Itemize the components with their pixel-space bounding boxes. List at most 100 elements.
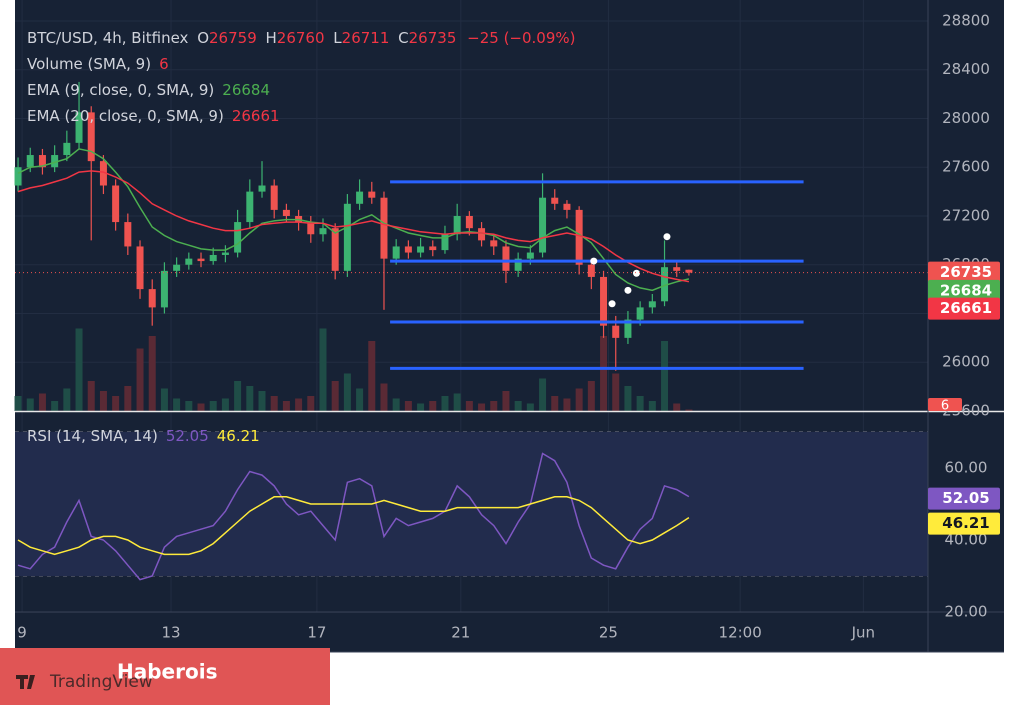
candle-body <box>465 215 473 229</box>
candle-body <box>502 246 510 271</box>
candle-body <box>624 319 632 338</box>
close-label: C <box>398 29 408 47</box>
ema9-label: EMA (9, close, 0, SMA, 9) <box>27 81 214 99</box>
ema20-label: EMA (20, close, 0, SMA, 9) <box>27 107 224 125</box>
high-label: H <box>266 29 277 47</box>
candle-body <box>636 307 644 320</box>
x-tick-label: 13 <box>161 624 180 642</box>
candle-body <box>526 252 534 259</box>
volume-bar <box>51 401 59 411</box>
close: 26735 <box>409 29 457 47</box>
volume-bar <box>587 381 595 411</box>
ema9-value: 26684 <box>222 81 270 99</box>
axis-value-label: 52.05 <box>942 489 989 507</box>
volume-bar <box>343 373 351 411</box>
volume-bar <box>258 391 266 411</box>
candle-body <box>368 191 376 198</box>
candle-body <box>587 264 595 277</box>
axis-value-box <box>928 279 1000 302</box>
banner: TradingView Haberois <box>0 648 330 705</box>
candle-body <box>563 203 571 210</box>
y-tick-label: 28800 <box>942 11 990 29</box>
volume-bar <box>648 401 656 411</box>
candle-body <box>307 222 315 235</box>
candle-body <box>575 209 583 265</box>
legend-main: BTC/USD, 4h, Bitfinex O26759 H26760 L267… <box>27 29 576 47</box>
y-tick-label: 28400 <box>942 60 990 78</box>
candle-body <box>112 185 120 223</box>
axis-value-label: 26684 <box>940 281 992 299</box>
volume-bar <box>246 386 254 411</box>
volume-bar <box>539 378 547 411</box>
volume-bar <box>612 373 620 411</box>
legend-rsi: RSI (14, SMA, 14) 52.05 46.21 <box>27 427 260 445</box>
rsi-line <box>17 496 690 556</box>
volume-bar <box>356 388 364 411</box>
candle-body <box>63 142 71 156</box>
x-tick-label: 17 <box>307 624 326 642</box>
open: 26759 <box>209 29 257 47</box>
marker <box>632 269 640 277</box>
volume-bar <box>185 401 193 411</box>
volume-bar <box>575 388 583 411</box>
candle-body <box>148 289 156 308</box>
volume-bar <box>124 386 132 411</box>
x-tick-label: Jun <box>851 624 875 642</box>
candle-body <box>417 246 425 253</box>
rsi-tick-label: 40.00 <box>945 531 988 549</box>
volume-bar <box>453 393 461 411</box>
volume-bar <box>465 401 473 411</box>
candle-body <box>441 234 449 251</box>
candle-body <box>343 203 351 271</box>
volume-bar <box>661 341 669 411</box>
axis-value-label: 6 <box>941 399 949 414</box>
x-tick-label: 12:00 <box>719 624 762 642</box>
volume-bar <box>600 336 608 411</box>
y-tick-label: 26000 <box>942 353 990 371</box>
axis-value-box <box>928 487 1000 510</box>
volume-bar <box>685 409 693 411</box>
marker <box>663 233 671 241</box>
candle-body <box>173 264 181 271</box>
y-tick-label: 27600 <box>942 158 990 176</box>
candle-body <box>160 270 168 308</box>
axes: 91317212512:00Jun25600260002640026800272… <box>17 11 1000 642</box>
volume-bar <box>112 396 120 411</box>
axis-value-box <box>928 398 962 411</box>
low: 26711 <box>342 29 390 47</box>
candle-body <box>270 185 278 210</box>
volume-bar <box>319 328 327 411</box>
candle-body <box>258 185 266 192</box>
candle-body <box>612 325 620 338</box>
candle-body <box>319 228 327 235</box>
axis-value-box <box>928 261 1000 284</box>
candle-body <box>87 112 95 162</box>
volume-bar <box>514 401 522 411</box>
candle-body <box>404 246 412 253</box>
marker <box>608 300 616 308</box>
volume-bar <box>307 396 315 411</box>
candle-body <box>14 167 22 186</box>
low-label: L <box>333 29 342 47</box>
candle-body <box>185 258 193 265</box>
volume-bar <box>478 403 486 411</box>
banner-background <box>0 648 330 705</box>
candle-body <box>429 246 437 251</box>
volume-bar <box>380 383 388 411</box>
candle-body <box>453 215 461 235</box>
volume-bar <box>197 403 205 411</box>
change: −25 (−0.09%) <box>467 29 575 47</box>
rsi-label: RSI (14, SMA, 14) <box>27 427 158 445</box>
candle-body <box>490 240 498 247</box>
volume-value: 6 <box>159 55 169 73</box>
axis-value-label: 46.21 <box>942 514 989 532</box>
candle-body <box>380 197 388 259</box>
legend-ema20: EMA (20, close, 0, SMA, 9) 26661 <box>27 107 280 125</box>
volume-bar <box>38 393 46 411</box>
candle-body <box>246 191 254 223</box>
volume-bar <box>75 328 83 411</box>
ema20-value: 26661 <box>232 107 280 125</box>
candle-body <box>282 209 290 216</box>
volume-bar <box>563 398 571 411</box>
